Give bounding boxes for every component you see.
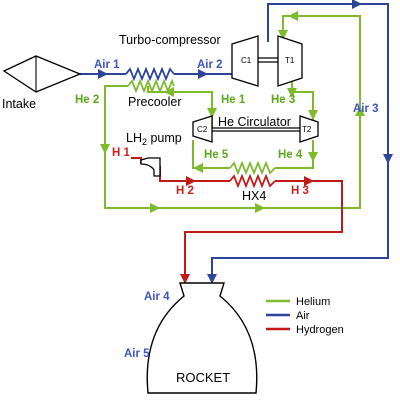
he5-label: He 5 (204, 149, 229, 161)
h1-line (131, 157, 142, 164)
compressor-c2 (192, 115, 213, 143)
rocket-label: ROCKET (176, 370, 230, 385)
turbo-compressor-unit (231, 35, 303, 87)
c1-label: C1 (241, 56, 252, 65)
h1-label: H 1 (112, 147, 131, 159)
turbo-compressor-label: Turbo-compressor (119, 33, 221, 47)
hx4-label: HX4 (242, 189, 266, 203)
h3-label: H 3 (291, 185, 309, 197)
air4-label: Air 4 (144, 291, 170, 303)
he4-line (275, 140, 314, 169)
he1-label: He 1 (221, 94, 246, 106)
t1-label: T1 (285, 56, 295, 65)
turbine-t1 (277, 35, 303, 87)
hydrogen-arrows (180, 176, 314, 284)
air-arrows (95, 0, 393, 284)
air2-label: Air 2 (197, 59, 223, 71)
hx4-exchanger (229, 160, 276, 189)
hydrogen-lines (131, 157, 343, 284)
air3-line (211, 3, 389, 283)
he2-label: He 2 (75, 94, 99, 106)
air5-label: Air 5 (124, 348, 150, 360)
rocket-shape (146, 282, 258, 394)
air3-label: Air 3 (353, 103, 379, 115)
legend-hydrogen-label: Hydrogen (296, 324, 344, 336)
he3-label: He 3 (271, 94, 295, 106)
legend: Helium Air Hydrogen (266, 296, 344, 336)
intake-shape (2, 55, 82, 93)
he2-line (104, 15, 361, 209)
lh2-pump-label: LH2 pump (126, 131, 182, 147)
he-circulator-label: He Circulator (218, 115, 291, 129)
legend-helium-label: Helium (296, 296, 330, 308)
h3-line (184, 180, 343, 284)
he4-label: He 4 (278, 149, 303, 161)
legend-air-label: Air (296, 310, 310, 322)
lh2-pump-shape (140, 157, 161, 177)
t2-label: T2 (302, 125, 312, 134)
c2-label: C2 (197, 125, 208, 134)
intake-label: Intake (2, 97, 36, 111)
helium-arrows (100, 11, 365, 213)
h2-label: H 2 (176, 185, 194, 197)
precooler-exchanger (125, 66, 175, 94)
turbine-t2 (299, 115, 319, 143)
he-circulator-unit (192, 115, 319, 143)
compressor-c1 (231, 35, 259, 87)
precooler-label: Precooler (128, 95, 182, 109)
air1-label: Air 1 (94, 59, 120, 71)
